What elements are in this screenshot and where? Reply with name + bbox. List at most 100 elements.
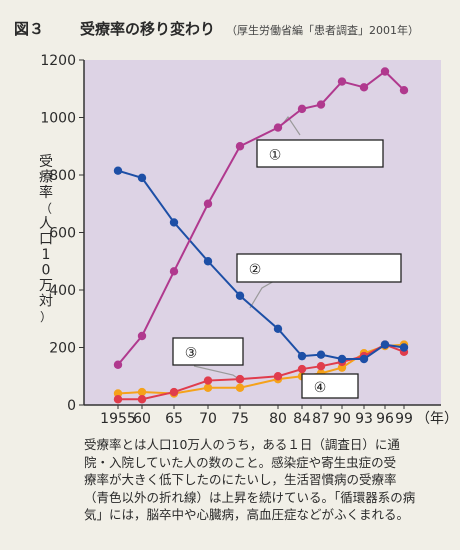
figure-source: （厚生労働省編「患者調査」2001年） <box>226 23 419 37</box>
series-layer <box>113 67 409 404</box>
x-tick-label: 84 <box>293 411 311 427</box>
y-axis-label-char: 万 <box>39 278 53 294</box>
data-point <box>137 173 147 183</box>
y-axis-label-char: 療 <box>39 169 53 186</box>
data-point <box>137 387 147 397</box>
data-point <box>359 83 369 92</box>
x-tick-label: 99 <box>395 411 413 427</box>
caption-line: （青色以外の折れ線）は上昇を続けている。「循環器系の病 <box>84 489 416 505</box>
data-point <box>235 374 245 384</box>
annotation-1: ① <box>256 139 384 168</box>
data-point <box>297 104 307 114</box>
annotation-marker: ① <box>269 148 282 164</box>
data-point <box>235 142 245 151</box>
y-axis-label-char: 1 <box>42 247 51 263</box>
annotation-pointer <box>249 279 277 309</box>
series-line <box>117 70 405 366</box>
data-point <box>297 364 307 374</box>
data-point <box>203 383 213 392</box>
data-point <box>203 257 213 266</box>
data-point <box>203 376 213 385</box>
y-axis-label-char: 対 <box>39 294 53 310</box>
x-tick-label: 80 <box>269 411 287 427</box>
series-① <box>113 67 409 369</box>
data-point <box>113 360 123 369</box>
y-tick-label: 1000 <box>40 111 76 127</box>
y-tick-labels: 0 200 400 600 800 1000 1200 <box>40 53 76 414</box>
x-tick-label: 70 <box>199 411 217 427</box>
figure-caption: 受療率とは人口10万人のうち，ある１日（調査日）に通 院・入院していた人の数のこ… <box>84 436 444 524</box>
annotation-4: ④ <box>301 373 359 399</box>
line-chart: 図３ 受療率の移り変わり （厚生労働省編「患者調査」2001年） 0 200 400… <box>14 20 458 427</box>
figure-title: 受療率の移り変わり <box>80 20 215 38</box>
y-axis-label-char: （ <box>40 202 52 216</box>
annotation-marker: ④ <box>314 380 327 396</box>
data-point <box>337 363 347 372</box>
y-axis-label-char: 0 <box>42 263 51 279</box>
y-tick-label: 600 <box>49 226 76 242</box>
caption-line: 受療率とは人口10万人のうち，ある１日（調査日）に通 <box>84 437 400 452</box>
data-point <box>113 389 123 398</box>
data-point <box>297 351 307 361</box>
data-point <box>169 218 179 227</box>
data-point <box>359 354 369 364</box>
series-② <box>113 166 409 364</box>
series-line <box>117 169 405 360</box>
answer-box <box>172 337 244 366</box>
x-tick-label: 1955 <box>100 411 136 427</box>
data-point <box>273 123 283 132</box>
y-axis-label-char: ） <box>40 310 52 324</box>
data-point <box>337 354 347 364</box>
figure-number: 図３ <box>14 20 44 38</box>
y-axis-label-char: 人 <box>39 216 53 232</box>
caption-line: 療率が大きく低下したのにたいし，生活習慣病の受療率 <box>84 472 397 487</box>
y-tick-label: 0 <box>67 398 76 414</box>
y-axis-label-char: 率 <box>39 184 53 201</box>
caption-line: 院・入院していた人の数のこと。感染症や寄生虫症の受 <box>84 454 397 470</box>
data-point <box>235 383 245 392</box>
data-point <box>399 85 409 95</box>
data-point <box>169 267 179 276</box>
annotation-marker: ② <box>249 262 262 278</box>
x-tick-label: 90 <box>333 411 351 427</box>
annotation-marker: ③ <box>185 346 198 362</box>
annotation-2: ② <box>236 253 402 283</box>
data-point <box>337 77 347 86</box>
annotation-boxes: ① ② ③ ④ <box>172 139 402 399</box>
x-tick-label: 60 <box>133 411 151 427</box>
data-point <box>113 395 123 404</box>
caption-line: 気」には，脳卒中や心臓病，高血圧症などがふくまれる。 <box>84 507 410 522</box>
x-axis-unit: （年） <box>416 411 458 427</box>
x-tick-label: 93 <box>355 411 373 427</box>
data-point <box>203 199 213 208</box>
data-point <box>316 350 326 359</box>
data-point <box>235 291 245 300</box>
x-tick-label: 65 <box>165 411 183 427</box>
data-point <box>380 67 390 76</box>
axes <box>79 59 441 409</box>
data-point <box>380 340 390 349</box>
annotation-3: ③ <box>172 337 244 366</box>
data-point <box>113 166 123 175</box>
y-axis-label-char: 受 <box>39 154 53 170</box>
data-point <box>399 343 409 352</box>
data-point <box>169 387 179 397</box>
y-axis-label-char: 口 <box>39 232 53 248</box>
y-tick-label: 800 <box>49 168 76 184</box>
data-point <box>316 361 326 371</box>
y-axis-label: 受療率（人口 1 0 万対） <box>39 154 53 324</box>
data-point <box>273 372 283 381</box>
answer-box <box>236 253 402 283</box>
answer-box <box>256 139 384 168</box>
data-point <box>137 395 147 404</box>
data-point <box>137 331 147 341</box>
plot-area <box>84 60 441 405</box>
y-tick-label: 400 <box>49 283 76 299</box>
data-point <box>316 100 326 109</box>
answer-box <box>301 373 359 399</box>
x-tick-label: 87 <box>312 411 330 427</box>
x-tick-label: 75 <box>231 411 249 427</box>
y-tick-label: 200 <box>49 341 76 357</box>
